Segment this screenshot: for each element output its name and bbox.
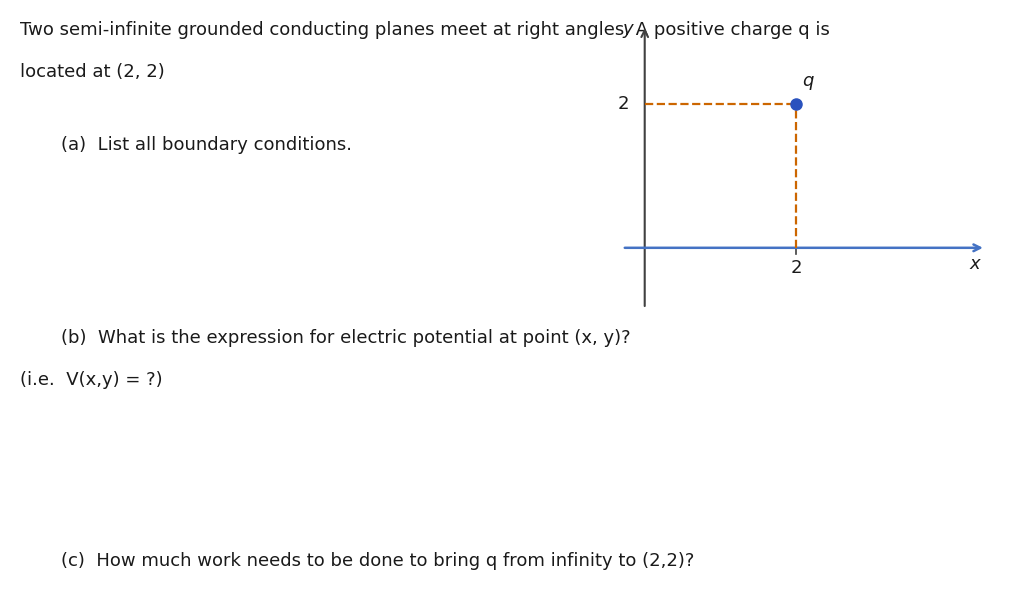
- Text: q: q: [802, 72, 813, 90]
- Text: 2: 2: [791, 259, 802, 277]
- Text: y: y: [623, 20, 634, 38]
- Text: 2: 2: [617, 95, 629, 113]
- Text: (b)  What is the expression for electric potential at point (x, y)?: (b) What is the expression for electric …: [61, 329, 631, 347]
- Text: Two semi-infinite grounded conducting planes meet at right angles. A positive ch: Two semi-infinite grounded conducting pl…: [20, 21, 830, 39]
- Text: located at (2, 2): located at (2, 2): [20, 63, 165, 81]
- Text: (i.e.  V(x,y) = ?): (i.e. V(x,y) = ?): [20, 371, 163, 389]
- Text: (a)  List all boundary conditions.: (a) List all boundary conditions.: [61, 136, 352, 154]
- Text: (c)  How much work needs to be done to bring q from infinity to (2,2)?: (c) How much work needs to be done to br…: [61, 552, 695, 570]
- Text: x: x: [969, 254, 980, 273]
